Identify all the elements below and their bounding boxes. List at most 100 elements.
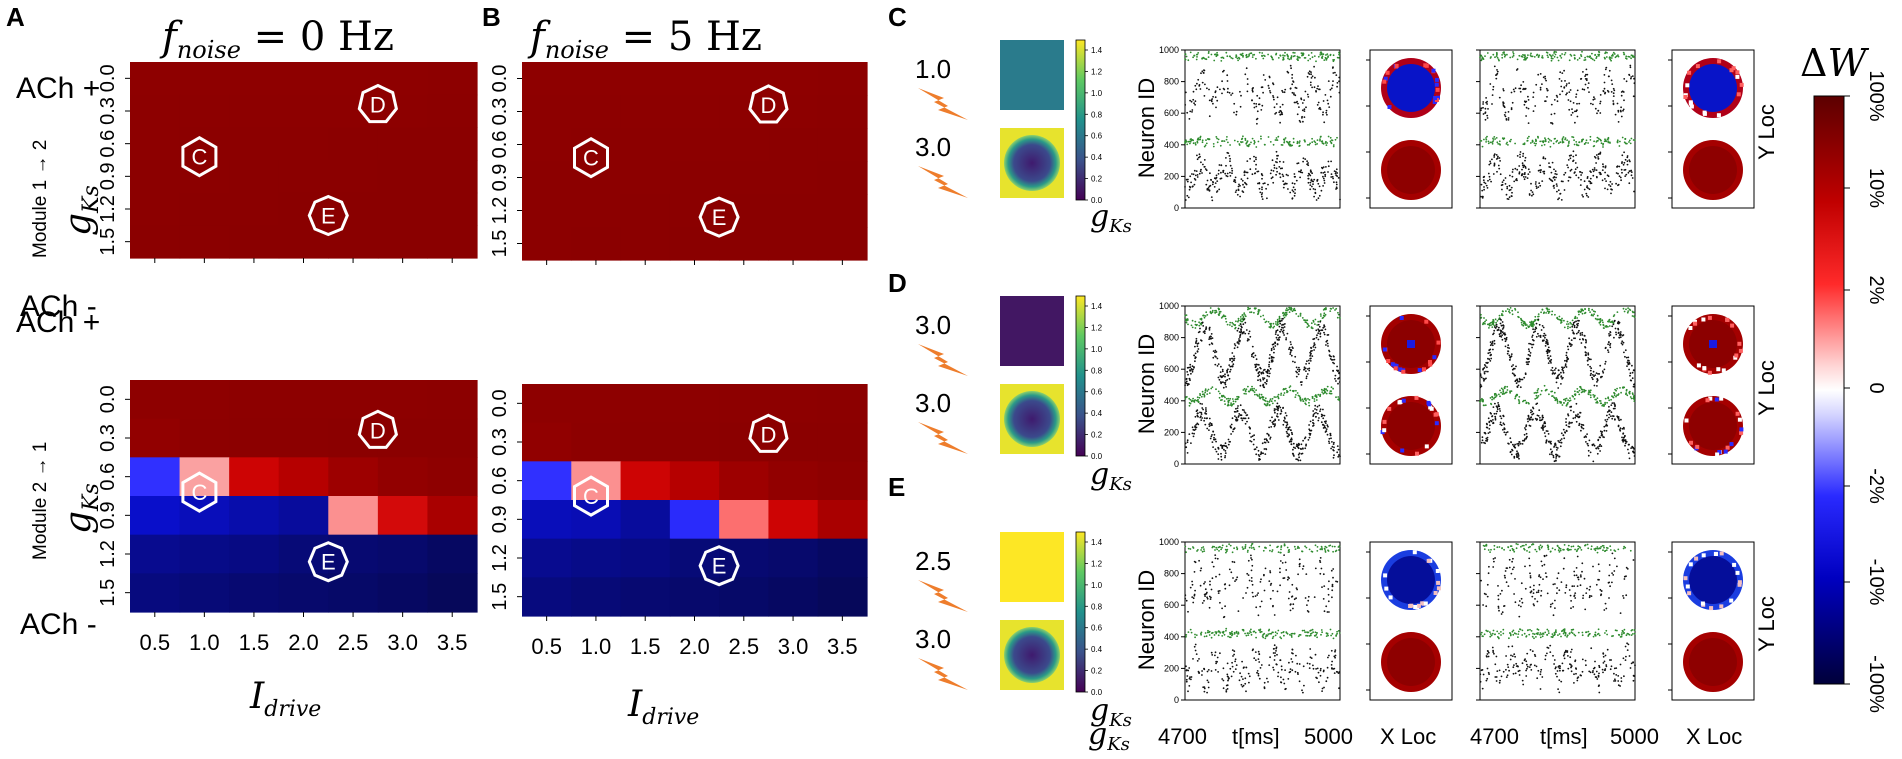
spike [1622, 109, 1624, 112]
spike [1624, 444, 1626, 447]
spike [1265, 383, 1268, 385]
spike [1510, 195, 1513, 198]
spike [1197, 342, 1200, 345]
spike [1555, 51, 1558, 53]
spike [1255, 103, 1258, 105]
spike [1236, 548, 1239, 551]
spike [1244, 390, 1247, 393]
spike [1195, 324, 1198, 327]
spike [1208, 343, 1211, 346]
spike [1251, 542, 1254, 545]
spike [1280, 409, 1283, 411]
spike [1621, 162, 1623, 165]
spike [1537, 169, 1540, 172]
spike [1557, 387, 1560, 389]
spike [1248, 307, 1251, 310]
spike [1308, 401, 1310, 404]
spike [1499, 318, 1502, 320]
spike [1490, 56, 1492, 58]
spike [1559, 71, 1562, 74]
spike [1547, 346, 1550, 349]
spike [1205, 139, 1207, 142]
spike [1619, 140, 1621, 143]
spike [1339, 317, 1341, 319]
heatmap-cell [278, 573, 329, 613]
spike [1561, 53, 1563, 55]
spike [1556, 402, 1559, 404]
spike [1226, 378, 1229, 381]
spike [1293, 194, 1296, 197]
spike [1555, 94, 1558, 97]
spike [1313, 349, 1315, 351]
spike [1288, 58, 1291, 61]
spike [1491, 158, 1493, 161]
spike [1293, 455, 1295, 457]
spike [1572, 102, 1575, 104]
spike [1609, 58, 1612, 61]
spike [1225, 398, 1228, 400]
spike [1185, 321, 1188, 324]
spike [1527, 326, 1530, 329]
spike [1319, 548, 1322, 551]
spike [1483, 181, 1486, 184]
spike [1199, 402, 1202, 405]
spike [1307, 54, 1310, 57]
spike [1193, 354, 1195, 357]
spike [1556, 190, 1558, 193]
spike [1224, 317, 1227, 320]
spike [1187, 547, 1190, 550]
spike [1486, 103, 1488, 105]
heatmap-cell [522, 461, 572, 501]
spike [1497, 155, 1499, 158]
spike [1554, 367, 1557, 370]
spike [1258, 395, 1261, 397]
spike [1330, 390, 1332, 393]
spike [1277, 545, 1279, 548]
spike [1208, 606, 1211, 609]
spike [1535, 322, 1538, 325]
spike [1486, 426, 1489, 429]
spike [1487, 417, 1490, 420]
spike [1556, 100, 1559, 103]
spike [1545, 342, 1547, 345]
spike [1208, 392, 1211, 394]
spike [1335, 188, 1337, 190]
spike [1623, 161, 1626, 164]
spike [1201, 403, 1203, 405]
spike [1221, 368, 1224, 371]
spike [1221, 607, 1223, 610]
spike [1329, 88, 1332, 91]
spike [1212, 102, 1214, 105]
spike [1307, 59, 1310, 62]
spike [1548, 308, 1550, 311]
spike [1322, 53, 1325, 56]
spike [1493, 326, 1496, 328]
spike [1331, 545, 1334, 548]
spike [1279, 330, 1282, 333]
spike [1623, 439, 1626, 442]
spike [1573, 139, 1575, 142]
spike [1322, 142, 1324, 145]
spike [1518, 380, 1521, 383]
spike [1631, 75, 1634, 77]
spike [1283, 316, 1286, 319]
heatmap-cell [719, 538, 770, 578]
spike [1231, 398, 1234, 400]
spike [1208, 423, 1211, 426]
spike [1234, 398, 1237, 401]
spike [1282, 407, 1284, 409]
spike [1200, 168, 1202, 171]
spike [1223, 88, 1226, 91]
heatmap-cell [179, 380, 230, 420]
spike [1301, 109, 1304, 112]
spike [1486, 100, 1488, 103]
spike [1596, 314, 1599, 317]
spike [1184, 398, 1187, 400]
spike [1261, 396, 1264, 399]
spike [1266, 374, 1269, 377]
spike [1292, 360, 1294, 363]
spike [1586, 359, 1589, 362]
spike [1593, 384, 1596, 387]
spike [1201, 321, 1204, 324]
spike [1534, 326, 1537, 329]
